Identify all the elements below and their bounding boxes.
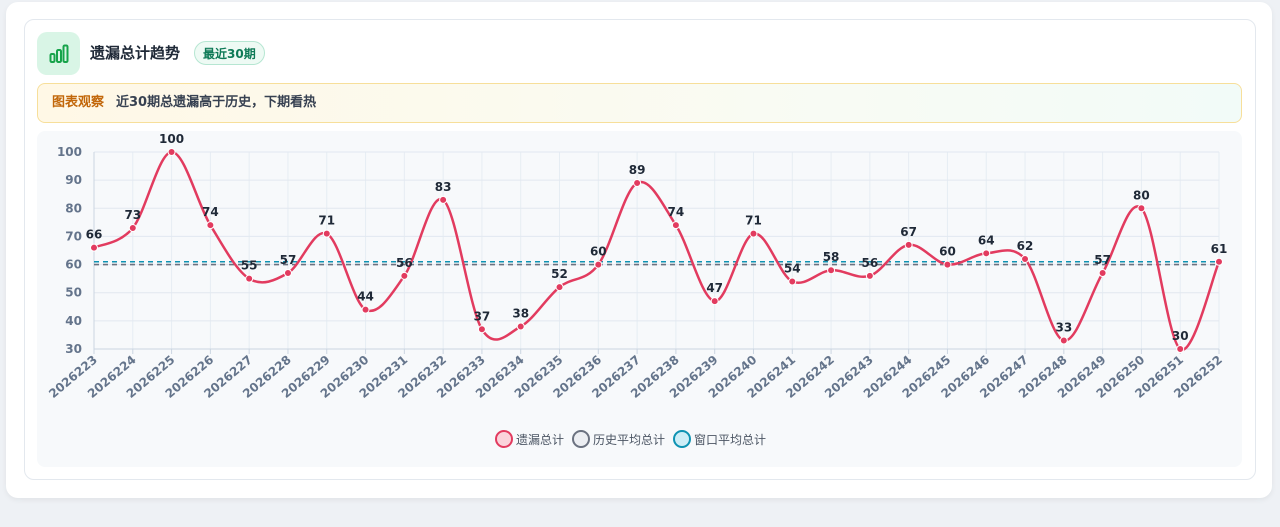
y-tick-label: 40 <box>65 314 82 328</box>
chart-legend: 遗漏总计 历史平均总计 窗口平均总计 <box>495 427 768 451</box>
y-tick-label: 100 <box>57 145 82 159</box>
legend-label-window: 窗口平均总计 <box>694 432 767 447</box>
legend-item-window[interactable]: 窗口平均总计 <box>673 430 766 448</box>
y-tick-label: 30 <box>65 342 82 356</box>
legend-item-history[interactable]: 历史平均总计 <box>572 430 665 448</box>
legend-swatch-window <box>673 430 692 448</box>
data-point <box>594 260 603 269</box>
data-point <box>128 223 137 232</box>
data-label: 83 <box>435 180 452 194</box>
data-label: 56 <box>862 256 879 270</box>
data-label: 64 <box>978 233 995 247</box>
y-tick-label: 90 <box>65 173 82 187</box>
chart-panel <box>37 131 1242 467</box>
data-label: 60 <box>939 245 956 259</box>
observation-banner: 图表观察 近30期总遗漏高于历史，下期看热 <box>37 83 1242 123</box>
data-label: 57 <box>280 253 297 267</box>
data-label: 33 <box>1055 321 1072 335</box>
data-label: 37 <box>474 309 491 323</box>
data-label: 44 <box>357 290 374 304</box>
data-point <box>827 266 836 275</box>
data-label: 30 <box>1172 329 1189 343</box>
y-tick-label: 60 <box>65 258 82 272</box>
data-label: 71 <box>318 214 335 228</box>
data-label: 60 <box>590 245 607 259</box>
data-label: 61 <box>1211 242 1228 256</box>
data-point <box>361 305 370 314</box>
period-badge: 最近30期 <box>194 41 265 65</box>
data-point <box>671 221 680 230</box>
data-point <box>477 325 486 334</box>
data-point <box>283 269 292 278</box>
data-point <box>710 297 719 306</box>
data-point <box>322 229 331 238</box>
legend-label-main: 遗漏总计 <box>516 432 565 447</box>
data-label: 54 <box>784 261 801 275</box>
series-line-main <box>93 150 1221 351</box>
data-label: 38 <box>512 306 529 320</box>
data-point <box>555 283 564 292</box>
legend-swatch-main <box>495 430 513 448</box>
observation-text: 近30期总遗漏高于历史，下期看热 <box>116 95 317 110</box>
data-point <box>865 271 874 280</box>
data-label: 100 <box>159 132 184 146</box>
data-label: 58 <box>823 250 840 264</box>
y-tick-label: 80 <box>65 201 82 215</box>
data-point <box>1021 254 1030 263</box>
data-label: 52 <box>551 267 568 281</box>
data-point <box>400 271 409 280</box>
data-point <box>245 274 254 283</box>
data-label: 80 <box>1133 188 1150 202</box>
data-point <box>90 243 98 252</box>
data-label: 73 <box>124 208 141 222</box>
data-point <box>516 322 525 331</box>
data-point <box>1098 269 1107 278</box>
data-label: 74 <box>668 205 685 219</box>
data-point <box>1137 204 1146 213</box>
data-label: 67 <box>900 225 917 239</box>
data-label: 47 <box>706 281 723 295</box>
data-label: 66 <box>86 228 103 242</box>
data-point <box>206 221 215 230</box>
bar-chart-icon <box>37 32 80 75</box>
data-label: 71 <box>745 214 762 228</box>
data-label: 74 <box>202 205 219 219</box>
data-point <box>1059 336 1068 345</box>
data-point <box>167 148 176 156</box>
data-label: 62 <box>1017 239 1034 253</box>
data-point <box>788 277 797 286</box>
data-point <box>904 240 913 249</box>
data-label: 55 <box>241 259 258 273</box>
legend-item-main[interactable]: 遗漏总计 <box>495 430 564 448</box>
data-point <box>633 178 642 187</box>
y-tick-label: 70 <box>65 229 82 243</box>
data-label: 57 <box>1094 253 1111 267</box>
data-label: 89 <box>629 163 646 177</box>
legend-label-history: 历史平均总计 <box>593 432 666 447</box>
observation-label: 图表观察 <box>52 95 105 110</box>
data-label: 56 <box>396 256 413 270</box>
data-point <box>749 229 758 238</box>
legend-swatch-history <box>572 430 591 448</box>
data-point <box>1176 345 1185 353</box>
data-point <box>943 260 952 269</box>
data-point <box>1215 257 1223 266</box>
data-point <box>982 249 991 258</box>
card-title: 遗漏总计趋势 <box>90 44 181 62</box>
data-point <box>439 195 448 204</box>
y-tick-label: 50 <box>65 286 82 300</box>
